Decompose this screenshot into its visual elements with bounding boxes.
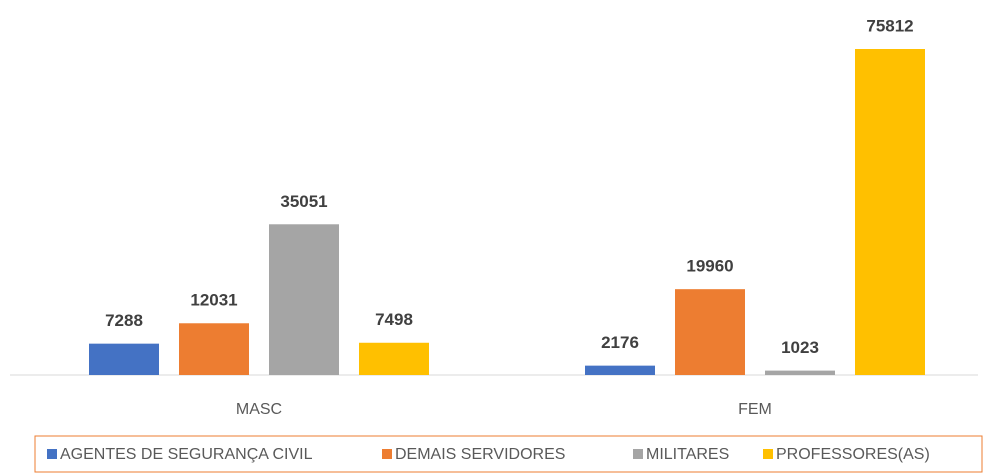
value-label: 35051 [280,192,327,211]
legend-swatch [47,449,57,459]
bar [585,365,655,375]
x-tick-label: MASC [236,401,282,418]
legend-label: PROFESSORES(AS) [776,446,930,463]
bar [855,49,925,375]
value-label: 12031 [190,291,237,310]
value-label: 1023 [781,338,819,357]
legend-swatch [763,449,773,459]
value-label: 7498 [375,310,413,329]
bar [89,343,159,375]
legend-label: DEMAIS SERVIDORES [395,446,565,463]
legend-label: AGENTES DE SEGURANÇA CIVIL [60,446,313,463]
value-label: 2176 [601,333,639,352]
bar [179,323,249,375]
bar [675,289,745,375]
legend-label: MILITARES [646,446,729,463]
value-label: 75812 [866,16,913,35]
bar [765,370,835,375]
x-tick-label: FEM [738,401,772,418]
legend-box [34,435,983,473]
bar [269,224,339,375]
value-label: 7288 [105,311,143,330]
legend-swatch [633,449,643,459]
bar [359,342,429,375]
value-label: 19960 [686,257,733,276]
legend-swatch [382,449,392,459]
